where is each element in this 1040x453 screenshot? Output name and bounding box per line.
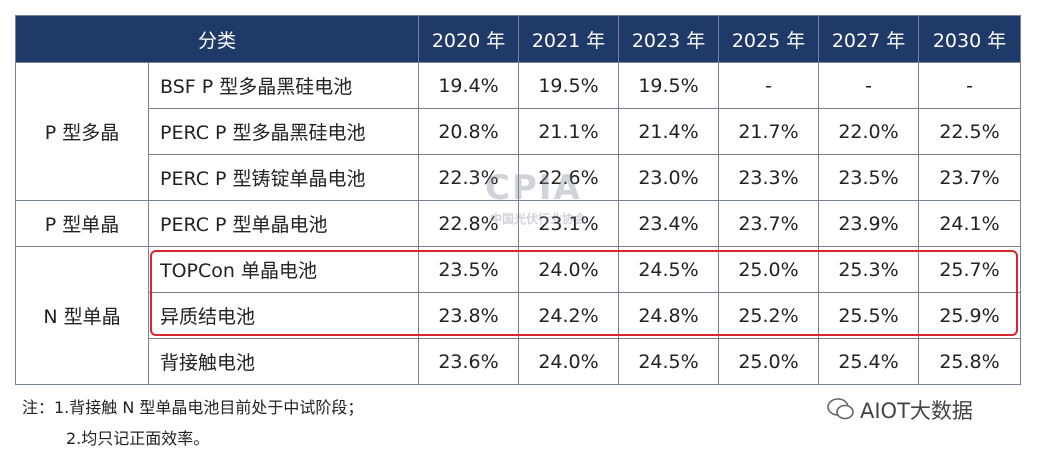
value-cell: 23.7% [918, 154, 1022, 201]
header-cell: 2030 年 [918, 15, 1022, 63]
highlight-box [150, 250, 1018, 336]
value-cell: 22.5% [918, 108, 1022, 155]
value-cell: 25.4% [818, 338, 920, 385]
value-cell: 25.0% [718, 338, 820, 385]
value-cell: 23.3% [718, 154, 820, 201]
value-cell: 24.8% [618, 292, 720, 339]
value-cell: 25.8% [918, 338, 1022, 385]
category-cell: PERC P 型铸锭单晶电池 [147, 154, 420, 201]
value-cell: 23.8% [418, 292, 520, 339]
value-cell: 25.5% [818, 292, 920, 339]
value-cell: 23.0% [618, 154, 720, 201]
value-cell: 19.5% [518, 62, 620, 109]
value-cell: 24.0% [518, 338, 620, 385]
value-cell: 21.4% [618, 108, 720, 155]
category-cell: PERC P 型单晶电池 [147, 200, 420, 247]
group-cell: P 型单晶 [15, 200, 149, 247]
value-cell: 23.7% [718, 200, 820, 247]
value-cell: 19.5% [618, 62, 720, 109]
value-cell: 22.3% [418, 154, 520, 201]
value-cell: 25.7% [918, 246, 1022, 293]
value-cell: 21.7% [718, 108, 820, 155]
value-cell: 25.9% [918, 292, 1022, 339]
value-cell: 23.6% [418, 338, 520, 385]
value-cell: 23.9% [818, 200, 920, 247]
account-name: AIOT大数据 [860, 399, 973, 423]
wechat-icon [827, 398, 854, 420]
header-cell: 2021 年 [518, 15, 620, 63]
header-row: 分类 2020 年 2021 年 2023 年 2025 年 2027 年 2030 年 [14, 15, 1022, 63]
value-cell: 24.5% [618, 246, 720, 293]
value-cell: 22.8% [418, 200, 520, 247]
header-cell: 分类 [14, 15, 420, 63]
value-cell: 23.5% [818, 154, 920, 201]
category-cell: 异质结电池 [147, 292, 420, 339]
value-cell: 24.1% [918, 200, 1022, 247]
value-cell: - [918, 62, 1022, 109]
value-cell: 22.0% [818, 108, 920, 155]
table-row: 异质结电池 23.8% 24.2% 24.8% 25.2% 25.5% 25.9% [16, 292, 1022, 339]
watermark-logo: CPIA [485, 168, 582, 208]
group-cell: N 型单晶 [15, 246, 149, 385]
value-cell: 21.1% [518, 108, 620, 155]
value-cell: 23.1% [518, 200, 620, 247]
header-cell: 2027 年 [818, 15, 920, 63]
table-row: PERC P 型多晶黑硅电池 20.8% 21.1% 21.4% 21.7% 22.0% 2… [16, 108, 1022, 155]
category-cell: BSF P 型多晶黑硅电池 [147, 62, 420, 109]
value-cell: 25.3% [818, 246, 920, 293]
header-cell: 2023 年 [618, 15, 720, 63]
value-cell: 24.5% [618, 338, 720, 385]
value-cell: - [718, 62, 820, 109]
category-cell: 背接触电池 [147, 338, 420, 385]
value-cell: 23.4% [618, 200, 720, 247]
table-row: 背接触电池 23.6% 24.0% 24.5% 25.0% 25.4% 25.8% [16, 338, 1022, 385]
value-cell: 23.5% [418, 246, 520, 293]
efficiency-table: 分类 2020 年 2021 年 2023 年 2025 年 2027 年 2030 年 P… [14, 15, 1022, 385]
category-cell: PERC P 型多晶黑硅电池 [147, 108, 420, 155]
value-cell: - [818, 62, 920, 109]
table-body: P 型多晶 BSF P 型多晶黑硅电池 19.4% 19.5% 19.5% - - - PERC… [15, 62, 1022, 385]
note: 2.均只记正面效率。 [66, 429, 210, 448]
group-cell: P 型多晶 [15, 62, 149, 201]
table-row: PERC P 型铸锭单晶电池 22.3% 22.6% 23.0% 23.3% 23.5% 2… [16, 154, 1022, 201]
note: 注：1.背接触 N 型单晶电池目前处于中试阶段； [22, 398, 364, 417]
watermark-org: 中国光伏行业协会 [490, 212, 587, 226]
table-row: P 型单晶 PERC P 型单晶电池 22.8% 23.1% 23.4% 23.7% 23.… [15, 200, 1022, 247]
value-cell: 20.8% [418, 108, 520, 155]
header-cell: 2025 年 [718, 15, 820, 63]
value-cell: 24.0% [518, 246, 620, 293]
table-row: P 型多晶 BSF P 型多晶黑硅电池 19.4% 19.5% 19.5% - - - [15, 62, 1022, 201]
value-cell: 19.4% [418, 62, 520, 109]
header-cell: 2020 年 [418, 15, 520, 63]
